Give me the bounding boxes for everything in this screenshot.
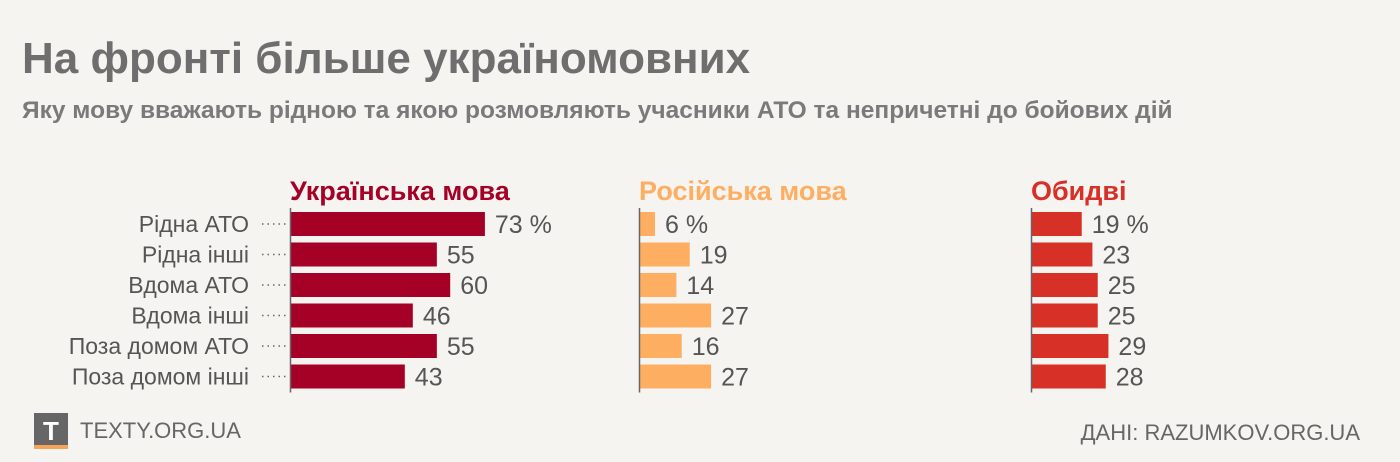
bar: [290, 334, 437, 358]
bar-value-label: 25: [1108, 303, 1136, 331]
bar: [1031, 364, 1106, 389]
bar: [290, 212, 485, 236]
bar: [639, 242, 690, 267]
bar-value-label: 25: [1108, 272, 1136, 300]
bar-value-label: 27: [721, 364, 749, 392]
site-name: TEXTY.ORG.UA: [80, 418, 241, 443]
bar: [1031, 242, 1093, 267]
bar-value-label: 46: [423, 303, 451, 331]
chart-title: На фронті більше україномовних: [22, 34, 751, 83]
category-label: Поза домом інші: [72, 364, 249, 390]
bar: [639, 273, 677, 297]
bar-value-label: 23: [1102, 242, 1130, 270]
brand: T TEXTY.ORG.UA: [34, 412, 241, 450]
data-source: ДАНІ: RAZUMKOV.ORG.UA: [1080, 420, 1360, 445]
bar: [639, 303, 712, 328]
bar-value-label: 6 %: [665, 211, 708, 239]
bar-value-label: 55: [447, 242, 475, 270]
bar-value-label: 43: [415, 364, 443, 392]
series-title: Українська мова: [290, 176, 511, 206]
bar-value-label: 73 %: [495, 211, 552, 239]
bar: [1031, 334, 1109, 358]
chart-subtitle: Яку мову вважають рідною та якою розмовл…: [22, 97, 1173, 124]
bar: [1031, 303, 1098, 328]
texty-logo-icon: T: [34, 413, 68, 449]
category-label: Вдома інші: [131, 303, 249, 329]
bar-value-label: 16: [692, 333, 720, 361]
bar-value-label: 28: [1116, 364, 1144, 392]
category-label: Поза домом АТО: [69, 333, 249, 359]
bar: [290, 273, 451, 297]
bar-value-label: 27: [721, 303, 749, 331]
bar-value-label: 19 %: [1092, 211, 1149, 239]
bar: [639, 334, 682, 358]
bar-value-label: 29: [1118, 333, 1146, 361]
bar: [639, 364, 712, 389]
bar-value-label: 60: [460, 272, 488, 300]
bar-value-label: 55: [447, 333, 475, 361]
category-label: Рідна АТО: [139, 211, 249, 237]
bar: [639, 212, 656, 236]
series-title: Російська мова: [639, 176, 848, 206]
bar: [290, 364, 405, 389]
category-label: Вдома АТО: [128, 272, 249, 298]
bar: [290, 303, 413, 328]
bar: [1031, 212, 1082, 236]
category-label: Рідна інші: [142, 242, 249, 268]
bar-value-label: 19: [700, 242, 728, 270]
bar-value-label: 14: [686, 272, 714, 300]
bar: [1031, 273, 1098, 297]
bar: [290, 242, 437, 267]
series-title: Обидві: [1031, 176, 1127, 206]
logo-letter: T: [43, 415, 59, 446]
